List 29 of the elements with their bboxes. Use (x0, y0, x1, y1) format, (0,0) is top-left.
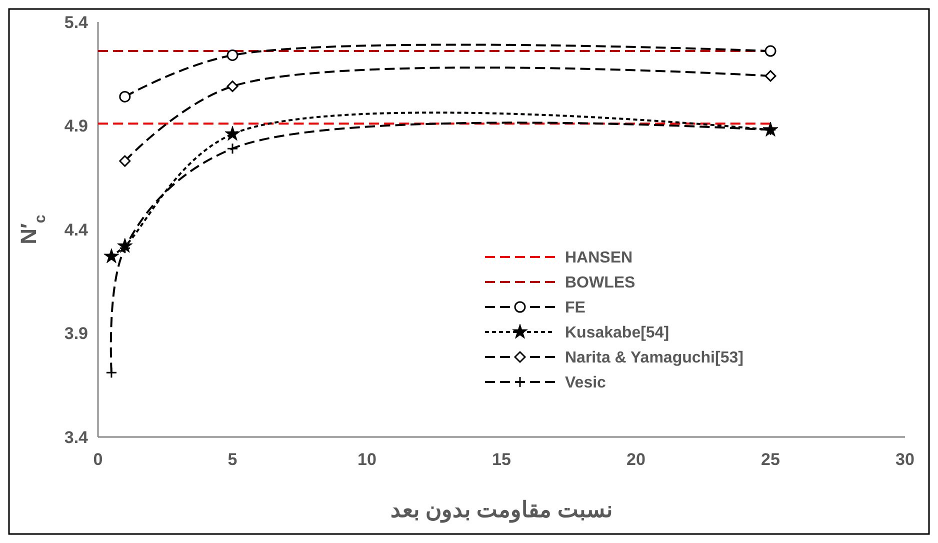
x-tick-label: 30 (896, 450, 914, 469)
point (224, 126, 240, 141)
point (226, 49, 238, 61)
x-tick-label: 0 (93, 450, 103, 469)
legend-label: BOWLES (565, 274, 636, 292)
x-tick-label: 20 (626, 450, 646, 469)
legend-label: FE (565, 300, 586, 317)
y-tick-label: 4.9 (64, 116, 88, 136)
legend-label: Kusakabe[54] (565, 324, 670, 342)
y-tick-label: 3.4 (64, 428, 89, 447)
x-tick-label: 15 (492, 450, 511, 469)
point (106, 366, 118, 378)
point (226, 80, 238, 92)
x-tick-label: 10 (358, 450, 376, 469)
x-tick-label: 5 (228, 450, 238, 469)
legend-label: HANSEN (565, 250, 633, 267)
x-tick-label: 25 (761, 450, 780, 469)
y-tick-label: 3.9 (64, 324, 88, 344)
point (764, 45, 776, 57)
x-axis-title: نسبت مقاومت بدون بعد (390, 497, 613, 523)
legend-label: Vesic (565, 374, 606, 392)
point (226, 142, 238, 154)
legend-label: Narita & Yamaguchi[53] (565, 350, 744, 367)
y-tick-label: 5.4 (64, 12, 89, 32)
point (104, 248, 120, 264)
point (119, 155, 131, 167)
point (119, 90, 131, 102)
y-tick-label: 4.4 (64, 220, 89, 240)
point (764, 70, 776, 82)
